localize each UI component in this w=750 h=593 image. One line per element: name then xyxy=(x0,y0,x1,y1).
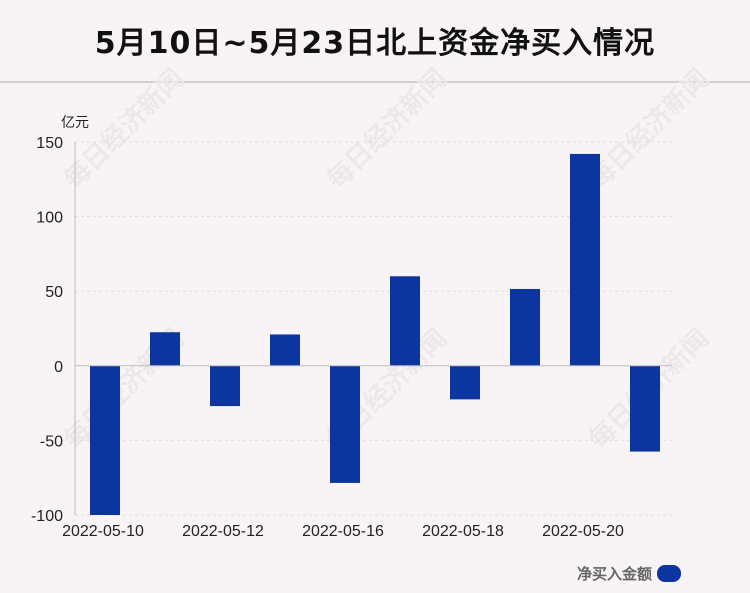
x-tick-label: 2022-05-20 xyxy=(542,523,624,540)
y-tick-label: 100 xyxy=(36,210,63,227)
y-tick-label: 0 xyxy=(54,359,63,376)
bar xyxy=(150,332,180,366)
x-tick-label: 2022-05-10 xyxy=(62,523,144,540)
y-tick-label: -50 xyxy=(40,433,63,450)
axes xyxy=(74,142,672,515)
legend: 净买入金额 xyxy=(577,563,682,584)
title-area: 5月10日~5月23日北上资金净买入情况 xyxy=(0,0,750,80)
bar xyxy=(210,365,240,407)
x-tick-labels: 2022-05-10 2022-05-12 2022-05-16 2022-05-18… xyxy=(62,523,624,540)
legend-swatch xyxy=(657,565,682,582)
watermark-text: 每日经济新闻 xyxy=(583,63,715,195)
chart-title: 5月10日~5月23日北上资金净买入情况 xyxy=(94,26,656,61)
y-tick-labels: 150 100 50 0 -50 -100 xyxy=(31,135,63,525)
watermark-text: 每日经济新闻 xyxy=(58,63,190,195)
bar xyxy=(90,365,120,515)
bar xyxy=(570,153,600,366)
x-tick-label: 2022-05-12 xyxy=(182,523,264,540)
bar xyxy=(330,365,360,483)
bar xyxy=(510,288,540,366)
y-tick-label: 50 xyxy=(45,284,63,301)
bar xyxy=(270,334,300,366)
bar xyxy=(450,365,480,400)
title-divider xyxy=(0,81,750,83)
x-tick-label: 2022-05-16 xyxy=(302,523,384,540)
watermark-layer: 每日经济新闻每日经济新闻每日经济新闻每日经济新闻每日经济新闻每日经济新闻 xyxy=(58,63,715,455)
bar xyxy=(390,276,420,366)
bar xyxy=(630,365,660,452)
y-tick-label: -100 xyxy=(31,508,63,525)
y-tick-label: 150 xyxy=(36,135,63,152)
x-tick-label: 2022-05-18 xyxy=(422,523,504,540)
bars xyxy=(90,153,660,515)
watermark-text: 每日经济新闻 xyxy=(321,63,453,195)
legend-label: 净买入金额 xyxy=(577,565,653,583)
y-axis-unit: 亿元 xyxy=(61,115,89,131)
